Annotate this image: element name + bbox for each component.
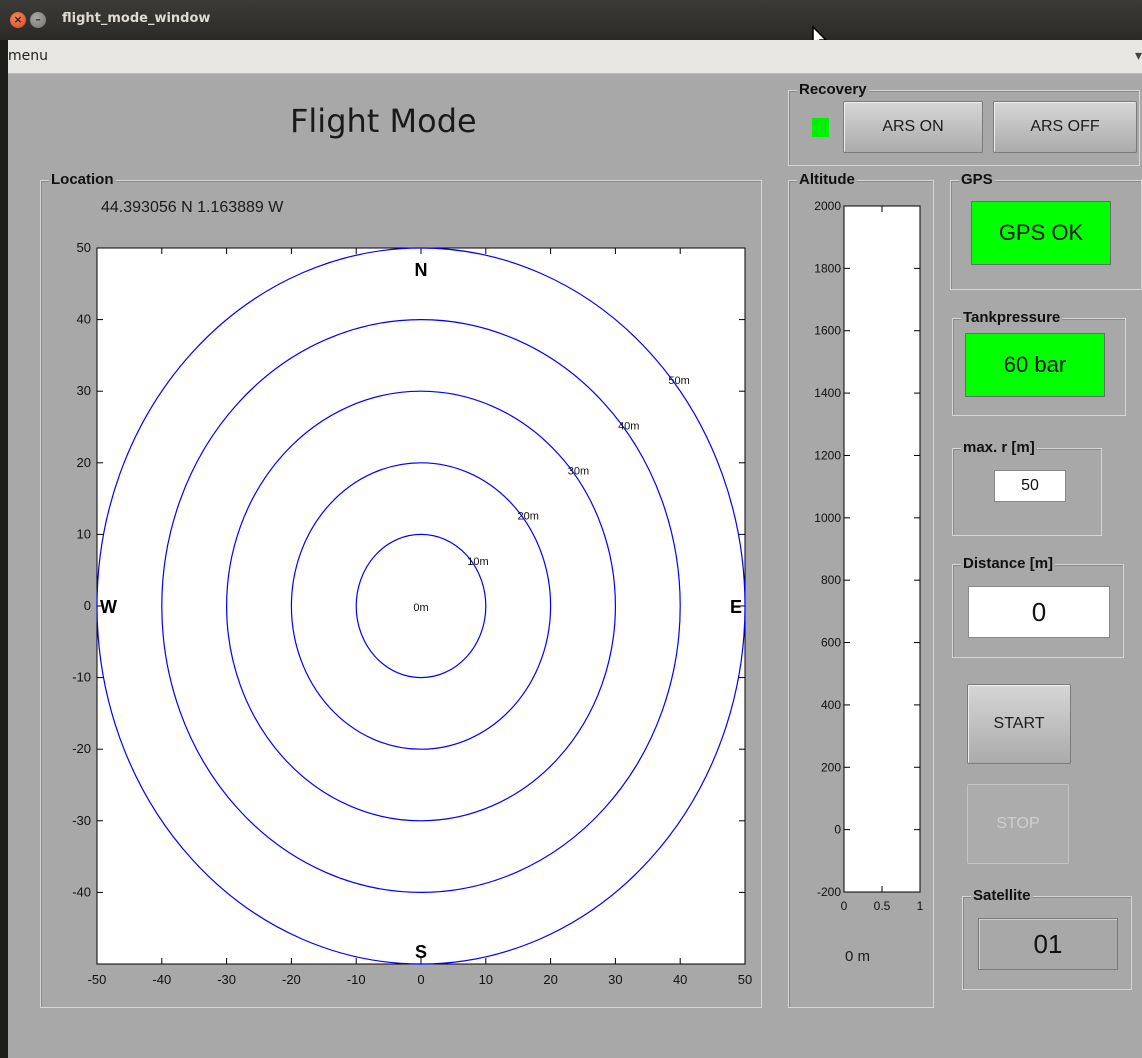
y-tick-label: 0 [84,598,91,613]
tankpressure-panel: Tankpressure [952,309,1126,416]
altitude-panel: Altitude [788,171,934,1008]
location-panel: Location [40,171,762,1008]
close-icon[interactable]: × [10,12,26,28]
altitude-x-tick-label: 1 [917,899,924,913]
minimize-icon[interactable]: – [30,12,46,28]
altitude-readout: 0 m [845,948,871,965]
location-coordinates: 44.393056 N 1.163889 W [101,199,284,216]
altitude-plot-area [843,205,921,893]
window-titlebar[interactable]: × – flight_mode_window [0,0,1142,40]
gps-panel-label: GPS [959,171,995,189]
altitude-y-tick-label: 200 [821,760,841,774]
x-tick-label: 40 [673,972,687,987]
stop-button[interactable]: STOP [967,784,1069,864]
distance-panel: Distance [m] [952,555,1124,658]
range-ring-label: 50m [668,375,689,387]
recovery-panel: Recovery [788,81,1140,166]
max-r-panel: max. r [m] [952,439,1102,536]
max-r-panel-label: max. r [m] [961,439,1037,457]
window-title: flight_mode_window [62,11,211,26]
x-tick-label: 50 [738,972,752,987]
range-ring [290,462,552,750]
y-tick-label: 40 [77,312,91,327]
start-button[interactable]: START [967,684,1071,764]
recovery-panel-label: Recovery [797,81,869,99]
satellite-display: 01 [978,918,1118,970]
x-tick-label: -20 [282,972,301,987]
distance-display: 0 [968,586,1110,638]
compass-n-label: N [415,260,428,280]
page-title: Flight Mode [290,102,477,140]
altitude-y-tick-label: 0 [834,823,841,837]
x-tick-label: 0 [417,972,424,987]
altitude-y-tick-label: 1600 [814,324,841,338]
tankpressure-display: 60 bar [965,333,1105,397]
y-tick-label: 20 [77,455,91,470]
range-ring [161,319,681,893]
compass-w-label: W [100,597,117,617]
satellite-panel-label: Satellite [971,887,1033,905]
x-tick-label: -50 [88,972,107,987]
range-ring-label: 20m [518,511,539,523]
x-tick-label: -30 [217,972,236,987]
ars-on-button[interactable]: ARS ON [843,101,983,153]
y-tick-label: -20 [72,741,91,756]
x-tick-label: -10 [347,972,366,987]
altitude-y-tick-label: -200 [817,885,841,899]
range-ring [355,533,487,679]
tankpressure-panel-label: Tankpressure [961,309,1063,327]
recovery-status-indicator [812,118,829,137]
altitude-panel-label: Altitude [797,171,857,189]
altitude-x-tick-label: 0.5 [874,899,891,913]
altitude-x-tick-label: 0 [841,899,848,913]
y-tick-label: 10 [77,526,91,541]
y-tick-label: 50 [77,240,91,255]
compass-e-label: E [730,597,742,617]
gps-status-display: GPS OK [971,201,1111,265]
x-tick-label: 20 [543,972,557,987]
altitude-y-tick-label: 2000 [814,199,841,213]
center-label: 0m [413,602,428,614]
x-tick-label: -40 [152,972,171,987]
altitude-y-tick-label: 1000 [814,511,841,525]
x-tick-label: 10 [479,972,493,987]
plot-area [96,247,746,965]
x-tick-label: 30 [608,972,622,987]
range-ring-label: 30m [568,465,589,477]
range-ring-label: 40m [618,420,639,432]
range-ring [96,247,746,965]
y-tick-label: -30 [72,813,91,828]
altitude-y-tick-label: 1200 [814,448,841,462]
y-tick-label: -10 [72,670,91,685]
range-ring [226,390,616,822]
distance-panel-label: Distance [m] [961,555,1056,573]
menu-item-menu[interactable]: menu [8,48,48,64]
y-tick-label: -40 [72,884,91,899]
altitude-y-tick-label: 400 [821,698,841,712]
altitude-y-tick-label: 1800 [814,261,841,275]
menubar: menu ▾ [0,40,1142,74]
menubar-overflow-icon[interactable]: ▾ [1134,48,1142,64]
compass-s-label: S [415,942,427,962]
location-panel-label: Location [49,171,116,189]
ars-off-button[interactable]: ARS OFF [993,101,1137,153]
y-tick-label: 30 [77,383,91,398]
altitude-y-tick-label: 1400 [814,386,841,400]
altitude-plot[interactable]: 2000180016001400120010008006004002000-20… [790,192,932,922]
window-frame-left [0,40,8,1058]
max-r-input[interactable]: 50 [994,470,1066,502]
altitude-y-tick-label: 800 [821,573,841,587]
location-plot[interactable]: -50 -40 -30 -20 -10 0 10 20 30 40 50 50 40 30 20 10 0 -10… [60,235,760,995]
satellite-panel: Satellite [962,887,1132,990]
range-ring-label: 10m [467,556,488,568]
altitude-y-tick-label: 600 [821,636,841,650]
